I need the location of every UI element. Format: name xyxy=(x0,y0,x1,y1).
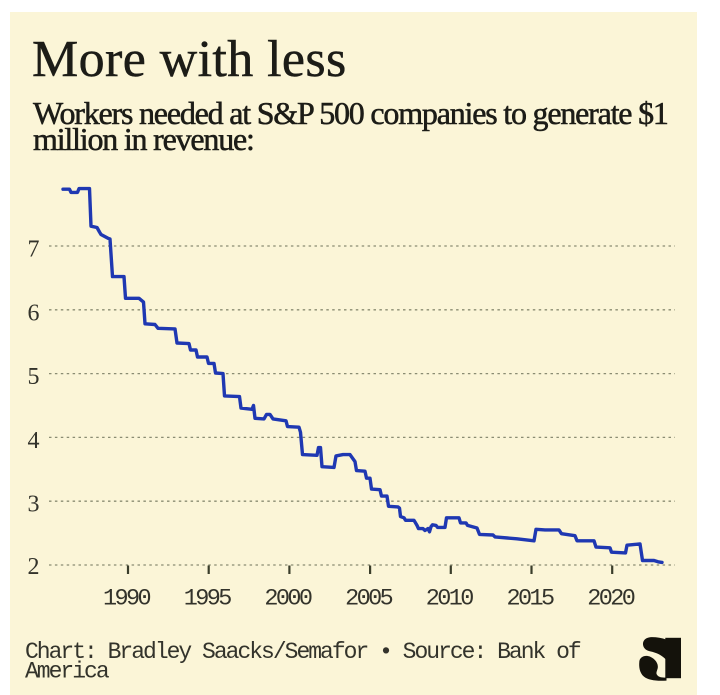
svg-text:2000: 2000 xyxy=(264,586,312,613)
svg-text:2005: 2005 xyxy=(345,586,393,613)
svg-text:America: America xyxy=(25,659,110,685)
svg-text:5: 5 xyxy=(28,364,40,390)
svg-text:7: 7 xyxy=(28,237,40,263)
svg-text:1990: 1990 xyxy=(103,586,151,613)
svg-text:2015: 2015 xyxy=(506,586,554,613)
svg-text:6: 6 xyxy=(28,300,40,326)
svg-text:1995: 1995 xyxy=(184,586,232,613)
svg-text:Chart: Bradley Saacks/Semafor: Chart: Bradley Saacks/Semafor • Source: … xyxy=(25,639,581,665)
svg-text:2: 2 xyxy=(28,554,40,580)
svg-text:4: 4 xyxy=(28,428,40,454)
svg-text:2010: 2010 xyxy=(426,586,474,613)
svg-text:3: 3 xyxy=(28,492,40,518)
svg-text:2020: 2020 xyxy=(587,586,635,613)
